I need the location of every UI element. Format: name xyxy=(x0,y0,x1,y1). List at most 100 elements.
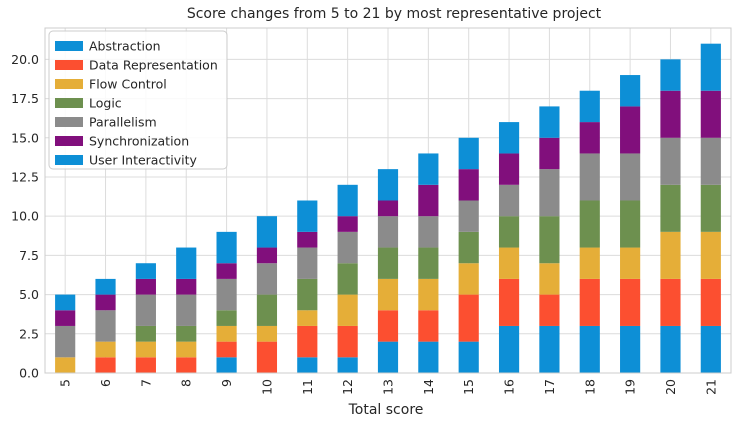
legend-swatch xyxy=(55,79,83,89)
bar-segment xyxy=(55,357,76,373)
legend-entry-label: Data Representation xyxy=(89,58,218,73)
bar-segment xyxy=(539,325,560,373)
legend-swatch xyxy=(55,98,83,108)
x-tick-label: 21 xyxy=(703,379,718,395)
bar-segment xyxy=(95,294,116,311)
bar-segment xyxy=(700,90,721,138)
y-tick-label: 2.5 xyxy=(19,326,39,341)
bar-segment xyxy=(135,294,156,326)
bar-segment xyxy=(256,247,278,264)
bar-segment xyxy=(579,122,600,154)
bar-segment xyxy=(418,247,439,279)
bar-segment xyxy=(135,357,156,373)
plot-frame xyxy=(44,27,732,374)
legend-swatch xyxy=(55,60,83,70)
x-tick-label: 14 xyxy=(421,379,436,395)
bar-segment xyxy=(579,90,600,123)
y-tick-labels: 0.0 2.5 5.0 7.5 10.0 12.5 15.0 17.5 20.0 xyxy=(11,52,39,381)
legend-swatch xyxy=(55,117,83,127)
x-tick-label: 16 xyxy=(502,379,517,395)
bar-segment xyxy=(458,200,479,232)
bar-segment xyxy=(458,263,479,295)
legend-box xyxy=(48,30,228,170)
bar-segment xyxy=(216,263,237,279)
bar-segment xyxy=(256,263,278,295)
bar-segment xyxy=(539,263,560,295)
bar-segment xyxy=(216,325,237,342)
legend-entry-label: Logic xyxy=(89,96,122,111)
bar-segment xyxy=(418,216,439,248)
y-tick-label: 7.5 xyxy=(19,248,39,263)
x-tick-label: 5 xyxy=(58,379,73,387)
bar-segment xyxy=(620,75,641,107)
x-tick-label: 9 xyxy=(219,379,234,387)
x-axis-label: Total score xyxy=(348,402,424,418)
bar-segment xyxy=(539,169,560,217)
bar-segment xyxy=(579,200,600,248)
x-tick-label: 8 xyxy=(179,379,194,387)
legend-entry-label: User Interactivity xyxy=(89,153,197,168)
bar-segment xyxy=(135,278,156,295)
bar-segment xyxy=(660,231,681,279)
bar-segment xyxy=(498,325,520,373)
y-tick-label: 10.0 xyxy=(11,209,39,224)
bar-segment xyxy=(377,341,399,373)
bar-segment xyxy=(95,341,116,358)
bar-segment xyxy=(660,325,681,373)
bar-segment xyxy=(135,341,156,358)
y-tick-label: 15.0 xyxy=(11,130,39,145)
bar-segment xyxy=(620,200,641,248)
legend-swatch xyxy=(55,155,83,165)
bar-segment xyxy=(216,278,237,311)
bar-segment xyxy=(418,341,439,373)
bar-segment xyxy=(297,357,318,373)
bar-segment xyxy=(216,231,237,264)
x-tick-label: 19 xyxy=(623,379,638,395)
chart-title: Score changes from 5 to 21 by most repre… xyxy=(187,6,602,22)
bar-segment xyxy=(337,263,358,295)
bar-segment xyxy=(498,278,520,326)
bar-segment xyxy=(55,310,76,326)
bar-segment xyxy=(377,278,399,311)
x-tick-label: 10 xyxy=(259,379,274,395)
bar-segment xyxy=(55,294,76,311)
y-tick-label: 5.0 xyxy=(19,287,39,302)
bar-segment xyxy=(337,357,358,373)
bar-segment xyxy=(377,247,399,279)
bar-segment xyxy=(539,106,560,138)
bar-segment xyxy=(700,184,721,232)
bar-segment xyxy=(579,278,600,326)
legend-entry-label: Synchronization xyxy=(89,134,189,149)
bar-segment xyxy=(297,231,318,248)
bar-segment xyxy=(176,325,197,342)
bar-segment xyxy=(660,59,681,91)
bar-segment xyxy=(498,153,520,185)
bar-segment xyxy=(256,341,278,373)
bar-segment xyxy=(458,231,479,264)
legend-entry-label: Flow Control xyxy=(89,77,167,92)
bar-segment xyxy=(620,278,641,326)
bars xyxy=(55,43,721,373)
y-tick-label: 12.5 xyxy=(11,169,39,184)
bar-segment xyxy=(620,325,641,373)
bar-segment xyxy=(297,200,318,232)
bar-segment xyxy=(297,310,318,326)
bar-segment xyxy=(95,310,116,342)
bar-segment xyxy=(256,325,278,342)
bar-segment xyxy=(95,278,116,295)
bar-segment xyxy=(337,184,358,217)
bar-segment xyxy=(337,294,358,326)
bar-segment xyxy=(700,231,721,279)
bar-segment xyxy=(135,325,156,342)
bar-segment xyxy=(700,278,721,326)
bar-segment xyxy=(176,278,197,295)
bar-segment xyxy=(418,310,439,342)
bar-segment xyxy=(297,247,318,279)
bar-segment xyxy=(216,357,237,373)
bar-segment xyxy=(418,184,439,217)
bar-segment xyxy=(579,153,600,201)
bar-segment xyxy=(337,325,358,358)
bar-segment xyxy=(135,263,156,279)
bar-segment xyxy=(539,294,560,326)
bar-segment xyxy=(458,137,479,170)
